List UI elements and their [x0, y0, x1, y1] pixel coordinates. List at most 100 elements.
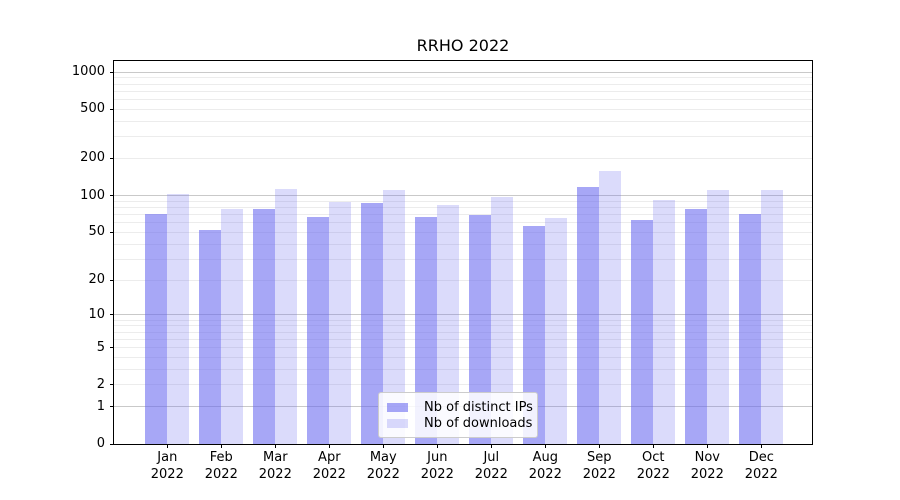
bar-distinct-ips: [307, 216, 330, 444]
minor-gridline: [114, 200, 812, 202]
legend-swatch-downloads: [387, 418, 408, 428]
minor-gridline: [114, 120, 812, 122]
bar-downloads: [437, 205, 460, 444]
bar-downloads: [329, 201, 352, 444]
minor-gridline: [114, 258, 812, 260]
y-axis-tick: [110, 347, 114, 349]
y-tick-label: 200: [80, 150, 105, 166]
y-axis-tick: [110, 279, 114, 281]
y-tick-label: 0: [96, 436, 105, 451]
x-tick-label: Sep 2022: [582, 450, 616, 482]
x-tick-label: Dec 2022: [744, 450, 778, 482]
bar-distinct-ips: [145, 213, 168, 444]
legend-label: Nb of distinct IPs: [424, 399, 533, 415]
y-axis-tick: [110, 157, 114, 159]
minor-gridline: [114, 325, 812, 327]
y-axis-tick: [110, 71, 114, 73]
minor-gridline: [114, 338, 812, 340]
minor-gridline: [114, 222, 812, 224]
x-axis-tick: [760, 444, 762, 448]
minor-gridline: [114, 206, 812, 208]
x-axis-tick: [544, 444, 546, 448]
bar-distinct-ips: [631, 220, 654, 444]
x-axis-tick: [652, 444, 654, 448]
minor-gridline: [114, 319, 812, 321]
bar-distinct-ips: [253, 208, 276, 444]
y-tick-label: 100: [80, 187, 105, 203]
bar-distinct-ips: [361, 202, 384, 444]
legend-item-distinct-ips: Nb of distinct IPs: [387, 399, 537, 415]
legend: Nb of distinct IPs Nb of downloads: [378, 392, 538, 438]
bar-downloads: [491, 197, 514, 444]
y-axis-tick: [110, 314, 114, 316]
bar-distinct-ips: [415, 216, 438, 444]
y-axis-tick: [110, 195, 114, 196]
bar-downloads: [383, 189, 406, 444]
bar-downloads: [221, 209, 244, 444]
y-tick-label: 20: [88, 272, 105, 288]
legend-swatch-distinct-ips: [387, 402, 408, 412]
x-axis-tick: [706, 444, 708, 448]
minor-gridline: [114, 231, 812, 233]
bar-downloads: [545, 218, 568, 444]
x-axis-tick: [274, 444, 276, 448]
major-gridline: [114, 314, 812, 316]
y-tick-label: 50: [88, 224, 105, 240]
bar-distinct-ips: [685, 209, 708, 444]
minor-gridline: [114, 136, 812, 138]
x-axis-tick: [436, 444, 438, 448]
minor-gridline: [114, 98, 812, 100]
major-gridline: [114, 195, 812, 196]
minor-gridline: [114, 331, 812, 333]
y-axis-tick: [110, 384, 114, 386]
y-tick-label: 500: [80, 101, 105, 117]
minor-gridline: [114, 77, 812, 79]
plot-area: [113, 60, 813, 445]
x-tick-label: Aug 2022: [528, 450, 562, 482]
y-axis-tick: [110, 443, 114, 445]
bar-downloads: [761, 189, 784, 444]
x-tick-label: Jun 2022: [420, 450, 454, 482]
bar-downloads: [707, 189, 730, 444]
minor-gridline: [114, 108, 812, 110]
x-axis-tick: [166, 444, 168, 448]
bar-distinct-ips: [523, 226, 546, 444]
bar-downloads: [167, 194, 190, 444]
y-axis-tick: [110, 231, 114, 233]
y-axis-tick: [110, 406, 114, 408]
x-axis-tick: [382, 444, 384, 448]
x-axis-tick: [598, 444, 600, 448]
bar-distinct-ips: [577, 186, 600, 444]
major-gridline: [114, 71, 812, 73]
y-axis-tick: [110, 108, 114, 110]
bar-downloads: [275, 189, 298, 444]
bar-downloads: [653, 199, 676, 444]
x-axis-tick: [220, 444, 222, 448]
minor-gridline: [114, 356, 812, 358]
y-tick-label: 1: [96, 398, 105, 414]
x-tick-label: Apr 2022: [312, 450, 346, 482]
y-tick-label: 10: [88, 306, 105, 322]
x-tick-label: Jul 2022: [474, 450, 508, 482]
bar-distinct-ips: [739, 214, 762, 444]
x-axis-tick: [490, 444, 492, 448]
minor-gridline: [114, 368, 812, 370]
y-tick-label: 1000: [71, 64, 105, 79]
bar-distinct-ips: [199, 230, 222, 444]
minor-gridline: [114, 213, 812, 215]
minor-gridline: [114, 347, 812, 349]
x-tick-label: Oct 2022: [636, 450, 670, 482]
x-tick-label: Nov 2022: [690, 450, 724, 482]
x-tick-label: Jan 2022: [150, 450, 184, 482]
chart-title: RRHO 2022: [416, 36, 510, 55]
bar-downloads: [599, 171, 622, 444]
minor-gridline: [114, 157, 812, 159]
minor-gridline: [114, 90, 812, 92]
minor-gridline: [114, 243, 812, 245]
x-tick-label: Feb 2022: [204, 450, 238, 482]
legend-label: Nb of downloads: [424, 415, 533, 431]
y-tick-label: 5: [96, 339, 105, 355]
legend-item-downloads: Nb of downloads: [387, 415, 537, 431]
minor-gridline: [114, 279, 812, 281]
